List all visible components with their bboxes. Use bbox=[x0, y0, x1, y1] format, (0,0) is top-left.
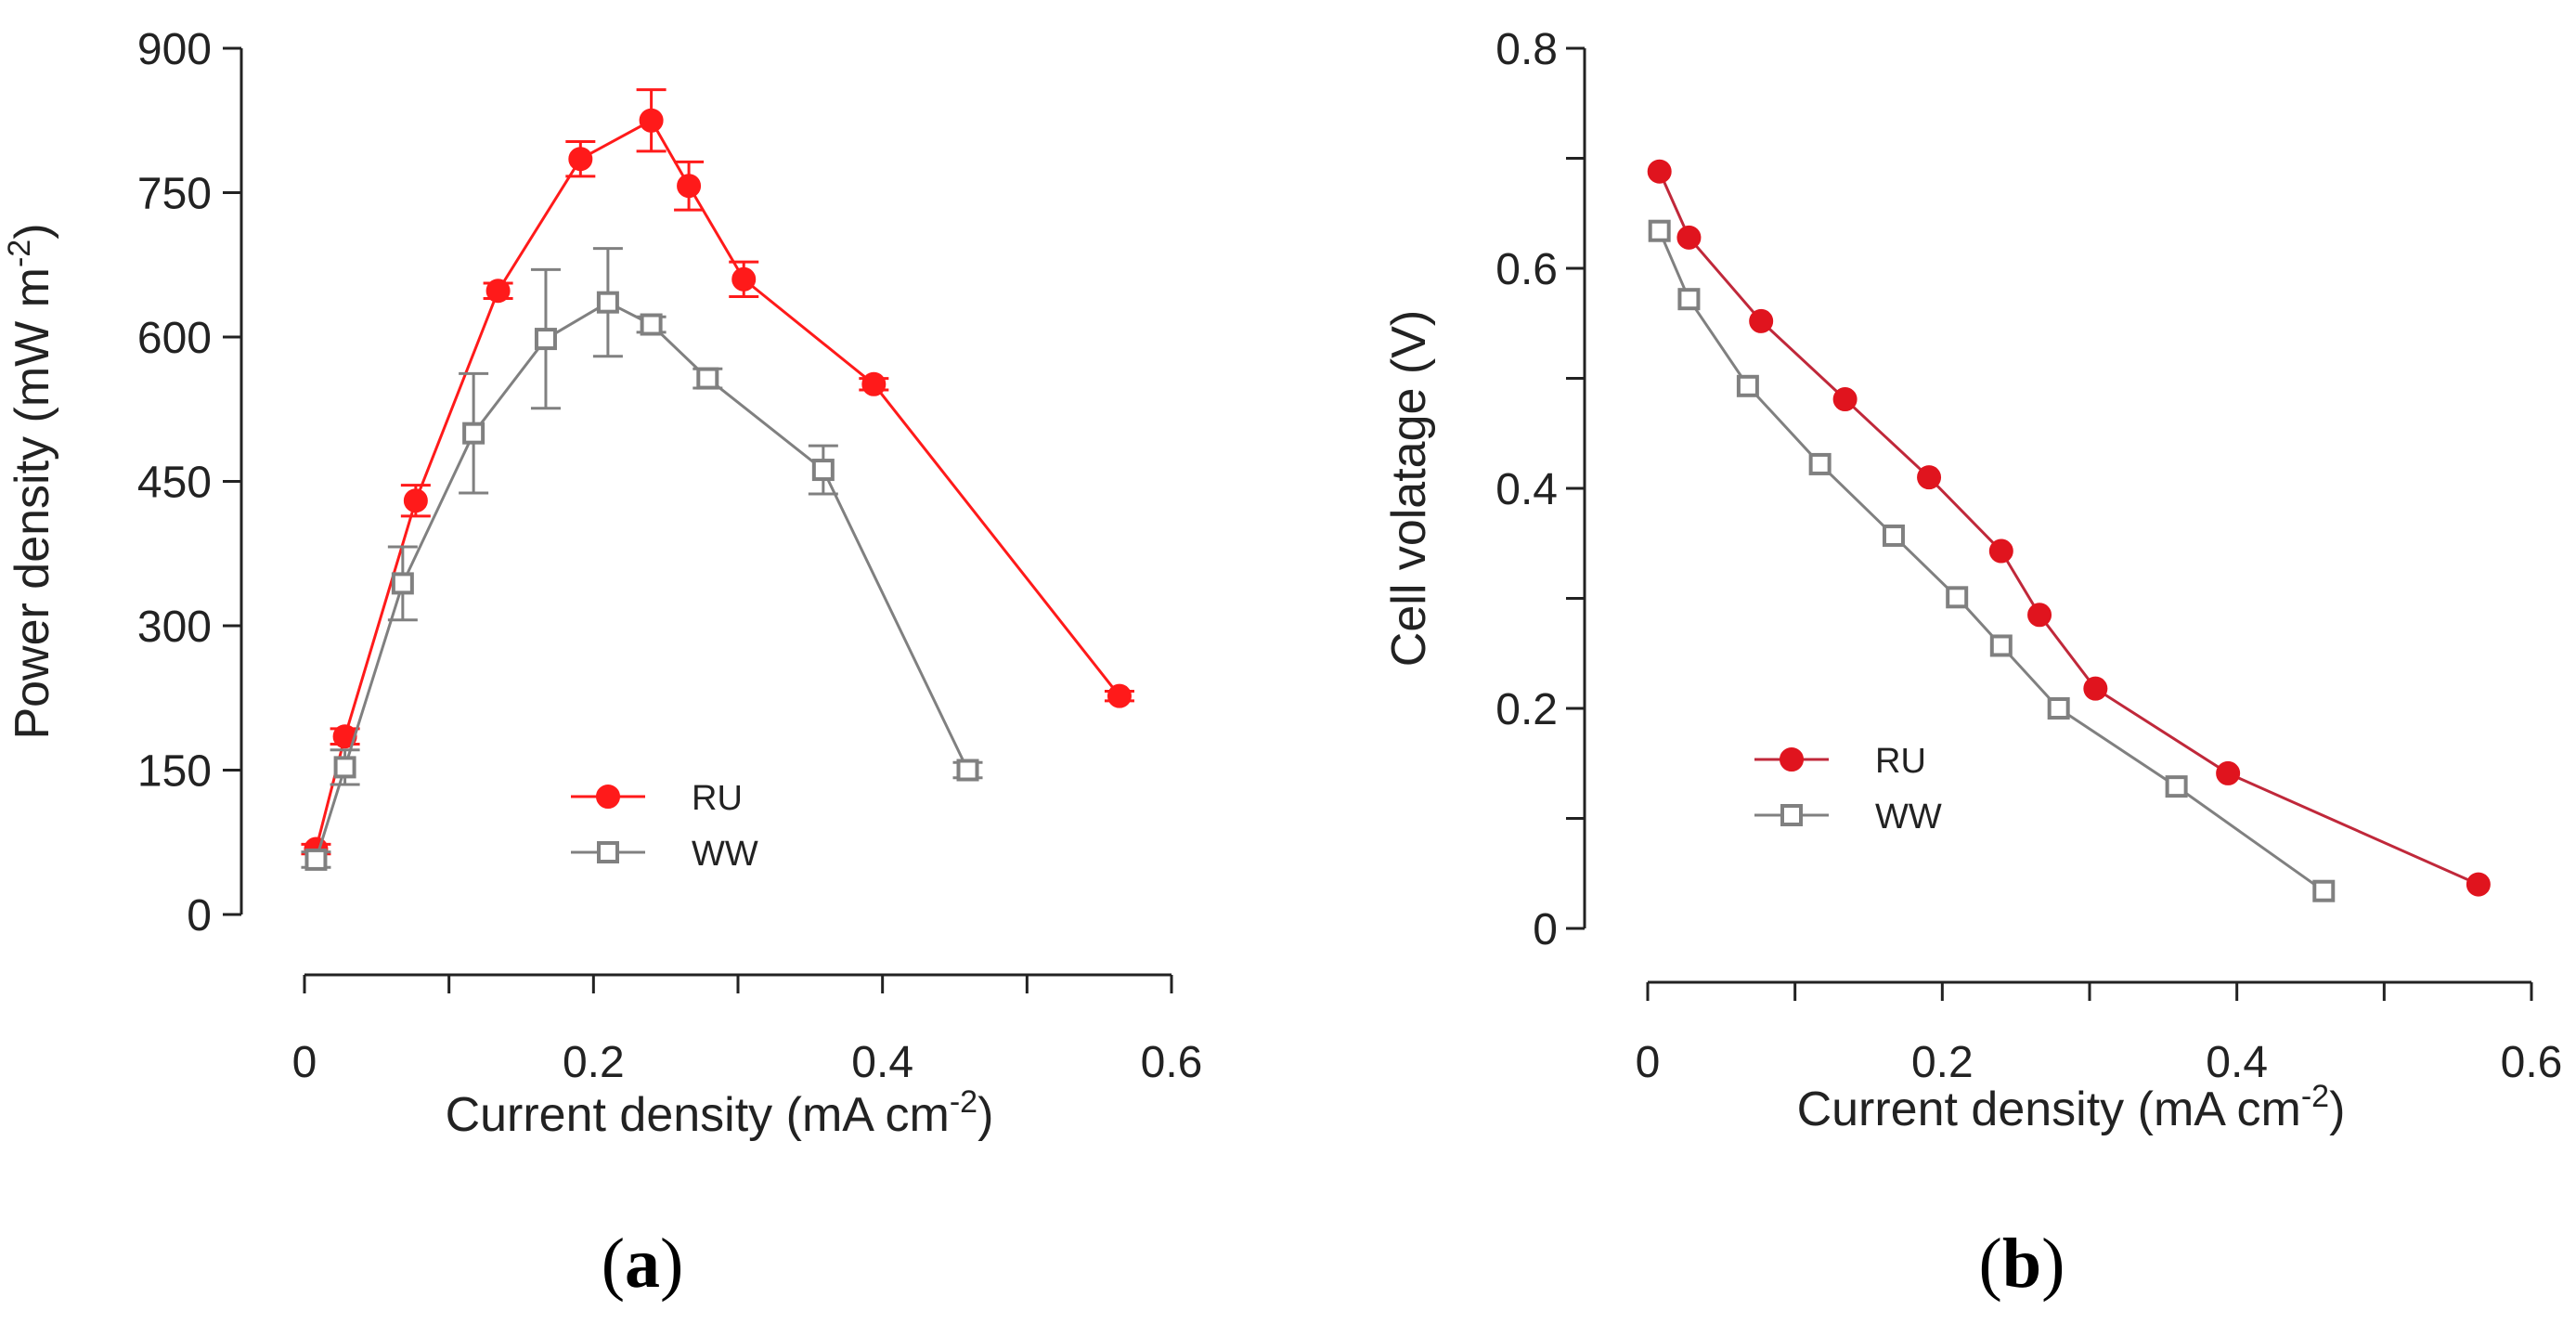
legend-marker bbox=[1780, 747, 1804, 772]
y-axis-label: Cell volatage (V) bbox=[1382, 310, 1436, 667]
y-tick-label: 0.4 bbox=[1495, 465, 1558, 514]
x-axis-label: Current density (mA cm-2) bbox=[1797, 1079, 2346, 1136]
y-tick-label: 750 bbox=[137, 170, 212, 219]
series-line-ww bbox=[315, 300, 969, 861]
data-point-ru bbox=[485, 279, 511, 304]
data-point-ru bbox=[731, 266, 757, 292]
data-point-ww bbox=[333, 756, 356, 779]
data-point-ru bbox=[2466, 872, 2491, 897]
y-tick-label: 900 bbox=[137, 25, 212, 74]
x-tick-label: 0 bbox=[1636, 1038, 1661, 1087]
legend-entry-ww: WW bbox=[571, 835, 758, 874]
y-tick-label: 0 bbox=[1533, 905, 1558, 954]
y-tick-label: 300 bbox=[137, 603, 212, 652]
data-point-ru bbox=[639, 108, 664, 133]
legend-entry-ww: WW bbox=[1754, 798, 1942, 837]
y-tick-label: 0 bbox=[187, 891, 212, 940]
data-point-ww bbox=[1882, 524, 1905, 547]
series-line-ru bbox=[315, 118, 1121, 850]
data-point-ww bbox=[1989, 634, 2013, 657]
data-point-ru bbox=[1107, 683, 1132, 708]
data-point-ww bbox=[391, 572, 414, 595]
legend-marker bbox=[1780, 804, 1803, 826]
data-point-ru bbox=[2216, 760, 2241, 785]
series-ww bbox=[301, 247, 983, 871]
y-tick-label: 0.6 bbox=[1495, 245, 1558, 294]
legend-label: RU bbox=[692, 779, 743, 818]
x-tick-label: 0.2 bbox=[1911, 1038, 1974, 1087]
x-tick-label: 0.6 bbox=[1141, 1038, 1203, 1087]
data-point-ru bbox=[1647, 159, 1672, 184]
x-tick-label: 0.4 bbox=[851, 1038, 913, 1087]
data-point-ww bbox=[696, 367, 719, 390]
series-line-ru bbox=[1658, 171, 2479, 886]
y-axis-label: Power density (mW m-2) bbox=[2, 223, 59, 739]
x-axis-label-end: ) bbox=[977, 1088, 993, 1142]
panel-a-power-density-chart: 0 150 300 450 600 750 900 0 0.2 0.4 0.6 Current den… bbox=[2, 25, 1202, 1142]
y-tick-label: 150 bbox=[137, 747, 212, 797]
series-ru bbox=[301, 88, 1134, 862]
data-point-ru bbox=[861, 371, 887, 396]
data-point-ww bbox=[1808, 452, 1832, 475]
legend-label: WW bbox=[1875, 798, 1942, 837]
data-point-ww bbox=[2312, 879, 2336, 902]
data-point-ww bbox=[1946, 586, 1969, 609]
series-ww bbox=[1648, 219, 2336, 902]
data-point-ww bbox=[304, 848, 328, 871]
data-point-ww bbox=[2165, 775, 2188, 798]
series-ru bbox=[1647, 159, 2491, 897]
y-tick-label: 0.8 bbox=[1495, 25, 1558, 74]
data-point-ww bbox=[1677, 288, 1701, 311]
panel-b-cell-voltage-chart: 0 0.2 0.4 0.6 0.8 0 0.2 0.4 0.6 Current density (… bbox=[1382, 25, 2562, 1136]
caption-a-label: a bbox=[625, 1225, 660, 1303]
data-point-ru bbox=[2083, 676, 2108, 701]
data-point-ru bbox=[1832, 387, 1858, 412]
x-tick-label: 0.4 bbox=[2206, 1038, 2268, 1087]
data-point-ru bbox=[1676, 225, 1702, 250]
data-point-ru bbox=[1988, 538, 2013, 564]
data-point-ru bbox=[1749, 308, 1774, 333]
legend-marker bbox=[597, 841, 619, 863]
x-tick-label: 0.6 bbox=[2501, 1038, 2563, 1087]
x-axis-label-end: ) bbox=[2329, 1083, 2345, 1136]
data-point-ru bbox=[677, 174, 702, 199]
legend-entry-ru: RU bbox=[1754, 742, 1926, 781]
data-point-ww bbox=[811, 459, 835, 482]
data-point-ww bbox=[462, 422, 485, 445]
y-axis-label-superscript: -2 bbox=[2, 240, 37, 267]
caption-b: (b) bbox=[1978, 1225, 2065, 1303]
data-point-ru bbox=[1917, 465, 1942, 490]
y-tick-label: 450 bbox=[137, 459, 212, 508]
data-point-ww bbox=[1736, 374, 1759, 397]
y-axis-label-main: Power density (mW m bbox=[6, 267, 59, 740]
y-tick-label: 600 bbox=[137, 314, 212, 363]
data-point-ru bbox=[403, 488, 428, 513]
data-point-ww bbox=[2047, 697, 2070, 720]
y-tick-label: 0.2 bbox=[1495, 685, 1558, 734]
x-axis-label: Current density (mA cm-2) bbox=[446, 1084, 994, 1142]
legend-label: RU bbox=[1875, 742, 1926, 781]
y-axis-label-end: ) bbox=[6, 223, 59, 239]
caption-b-label: b bbox=[2001, 1225, 2042, 1303]
data-point-ru bbox=[568, 147, 593, 172]
x-axis-label-superscript: -2 bbox=[950, 1084, 977, 1120]
data-point-ww bbox=[956, 759, 979, 782]
legend-marker bbox=[596, 785, 620, 809]
data-point-ww bbox=[596, 291, 619, 314]
x-tick-label: 0 bbox=[292, 1038, 317, 1087]
series-line-ww bbox=[1658, 230, 2325, 892]
legend-label: WW bbox=[692, 835, 758, 874]
x-axis-label-main: Current density (mA cm bbox=[1797, 1083, 2301, 1136]
data-point-ru bbox=[2027, 603, 2052, 628]
legend-entry-ru: RU bbox=[571, 779, 743, 818]
x-axis-label-superscript: -2 bbox=[2301, 1079, 2329, 1114]
caption-a: (a) bbox=[601, 1225, 684, 1303]
data-point-ww bbox=[534, 328, 557, 351]
data-point-ww bbox=[1648, 219, 1671, 242]
x-axis-label-main: Current density (mA cm bbox=[446, 1088, 950, 1142]
data-point-ww bbox=[640, 313, 663, 336]
x-tick-label: 0.2 bbox=[563, 1038, 625, 1087]
